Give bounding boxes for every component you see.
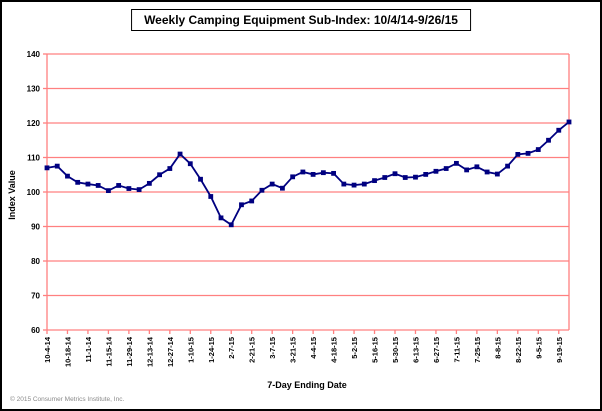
- data-point-marker: [433, 168, 439, 174]
- data-point-marker: [187, 161, 193, 167]
- data-point-marker: [300, 169, 306, 175]
- y-tick-label: 140: [27, 50, 41, 59]
- data-point-marker: [259, 187, 265, 193]
- data-point-marker: [402, 175, 408, 180]
- data-point-marker: [546, 137, 551, 143]
- data-point-marker: [515, 151, 521, 157]
- y-tick-label: 70: [31, 292, 40, 301]
- data-point-marker: [351, 182, 357, 188]
- x-tick-label: 5-16-15: [371, 337, 380, 363]
- data-point-marker: [280, 185, 285, 191]
- x-tick-label: 12-27-14: [166, 336, 175, 367]
- x-tick-label: 10-4-14: [43, 336, 52, 363]
- y-tick-label: 120: [27, 119, 41, 128]
- x-tick-label: 7-25-15: [473, 337, 482, 363]
- data-point-marker: [505, 163, 510, 169]
- y-tick-label: 110: [27, 154, 40, 163]
- data-point-marker: [136, 187, 142, 192]
- data-point-marker: [361, 181, 367, 187]
- data-point-marker: [535, 147, 541, 152]
- copyright-text: © 2015 Consumer Metrics Institute, Inc.: [10, 396, 125, 403]
- data-point-marker: [116, 183, 122, 188]
- y-tick-label: 130: [27, 85, 41, 94]
- x-tick-label: 1-24-15: [207, 337, 216, 363]
- y-axis-title: Index Value: [7, 170, 17, 220]
- data-point-marker: [494, 171, 500, 177]
- x-tick-label: 6-27-15: [432, 337, 441, 363]
- data-point-marker: [566, 119, 572, 125]
- x-tick-label: 5-30-15: [391, 337, 400, 363]
- data-point-marker: [95, 183, 101, 188]
- data-point-marker: [525, 150, 531, 156]
- data-point-marker: [556, 127, 562, 133]
- data-point-marker: [218, 215, 224, 221]
- x-axis-title: 7-Day Ending Date: [267, 380, 347, 390]
- x-tick-label: 2-21-15: [248, 337, 257, 363]
- data-point-marker: [85, 181, 91, 187]
- data-point-marker: [167, 166, 173, 171]
- data-point-marker: [320, 170, 326, 176]
- y-tick-label: 80: [31, 257, 40, 266]
- x-tick-label: 2-7-15: [227, 337, 236, 359]
- data-point-marker: [239, 202, 244, 208]
- data-point-marker: [75, 179, 81, 185]
- data-point-marker: [443, 166, 449, 171]
- x-tick-label: 4-4-15: [309, 337, 318, 359]
- data-point-marker: [484, 169, 490, 175]
- data-point-marker: [413, 174, 418, 180]
- x-tick-label: 3-7-15: [268, 337, 277, 359]
- data-point-marker: [269, 181, 275, 187]
- data-point-marker: [126, 186, 132, 191]
- x-tick-label: 5-2-15: [350, 337, 359, 359]
- data-point-marker: [198, 176, 203, 182]
- x-tick-label: 6-13-15: [411, 337, 420, 363]
- data-point-marker: [65, 173, 70, 179]
- x-tick-label: 9-5-15: [534, 337, 543, 359]
- data-point-marker: [454, 160, 459, 166]
- x-tick-label: 8-8-15: [493, 337, 502, 359]
- x-tick-label: 12-13-14: [145, 336, 154, 367]
- data-point-marker: [44, 165, 50, 171]
- x-tick-label: 11-15-14: [104, 336, 113, 366]
- x-tick-label: 1-10-15: [186, 337, 195, 363]
- data-point-marker: [382, 175, 388, 180]
- x-tick-label: 9-19-15: [555, 337, 564, 363]
- data-point-marker: [372, 178, 377, 184]
- x-tick-label: 8-22-15: [514, 337, 523, 363]
- data-point-marker: [464, 167, 470, 173]
- data-point-marker: [423, 172, 429, 177]
- y-tick-label: 60: [31, 326, 40, 335]
- chart-title: Weekly Camping Equipment Sub-Index: 10/4…: [131, 9, 471, 31]
- data-series-line: [46, 121, 570, 227]
- data-point-marker: [331, 170, 336, 176]
- x-tick-label: 10-18-14: [63, 336, 72, 367]
- data-point-marker: [310, 172, 316, 177]
- y-tick-label: 90: [31, 223, 40, 232]
- data-point-marker: [54, 163, 60, 169]
- x-tick-label: 7-11-15: [452, 337, 461, 362]
- data-point-marker: [208, 194, 214, 199]
- y-tick-label: 100: [27, 188, 41, 197]
- data-point-marker: [106, 188, 111, 194]
- x-tick-label: 4-18-15: [330, 337, 339, 363]
- data-point-marker: [157, 172, 162, 178]
- data-point-marker: [249, 198, 255, 204]
- x-tick-label: 11-29-14: [125, 336, 134, 366]
- data-point-marker: [228, 222, 234, 228]
- x-tick-label: 11-1-14: [84, 336, 93, 362]
- data-point-marker: [290, 174, 296, 180]
- data-point-marker: [146, 180, 152, 186]
- data-point-marker: [474, 164, 480, 170]
- data-point-marker: [177, 151, 183, 157]
- data-point-marker: [392, 171, 398, 177]
- x-tick-label: 3-21-15: [289, 337, 298, 363]
- data-point-marker: [341, 181, 347, 187]
